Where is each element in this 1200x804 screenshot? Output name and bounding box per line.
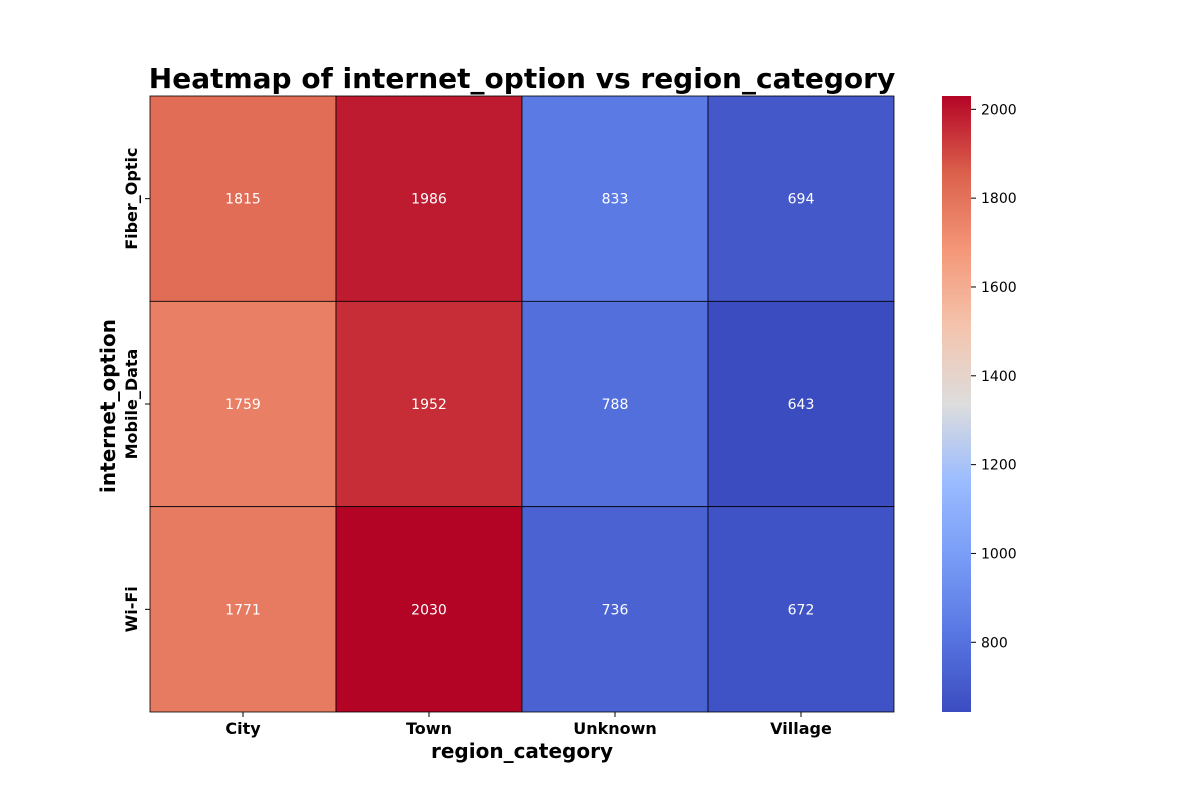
colorbar-tick-label: 2000: [981, 102, 1017, 118]
cell-value-label: 1952: [411, 397, 447, 413]
cell-value-label: 736: [602, 602, 629, 618]
heatmap-cell: [335, 95, 523, 302]
heatmap-cell: [707, 300, 895, 508]
x-tick-label: City: [225, 719, 261, 738]
colorbar-tick-label: 1000: [981, 546, 1017, 562]
colorbar-tick-label: 1800: [981, 191, 1017, 207]
colorbar-tick-label: 1200: [981, 458, 1017, 474]
chart-title: Heatmap of internet_option vs region_cat…: [149, 62, 895, 95]
colorbar-tick-label: 1600: [981, 280, 1017, 296]
colorbar-tick-label: 800: [981, 635, 1008, 651]
cell-value-label: 1771: [225, 602, 261, 618]
colorbar-tick-label: 1400: [981, 369, 1017, 385]
x-axis-label: region_category: [431, 739, 613, 763]
cell-value-label: 694: [788, 192, 815, 208]
heatmap-cell: [521, 95, 709, 302]
cell-value-label: 833: [602, 192, 629, 208]
heatmap-cells: [149, 95, 895, 713]
cell-value-label: 1986: [411, 192, 447, 208]
x-tick-labels: City Town Unknown Village: [225, 712, 832, 738]
y-tick-label: Mobile_Data: [122, 349, 141, 460]
y-tick-labels: Fiber_Optic Mobile_Data Wi-Fi: [122, 148, 150, 632]
cell-value-label: 1815: [225, 192, 261, 208]
cell-value-label: 1759: [225, 397, 261, 413]
y-tick-label: Fiber_Optic: [122, 148, 141, 250]
heatmap-cell: [335, 300, 523, 508]
heatmap-cell: [335, 506, 523, 713]
y-tick-label: Wi-Fi: [122, 586, 141, 632]
heatmap-cell: [149, 300, 337, 508]
cell-value-label: 672: [788, 602, 815, 618]
y-axis-label: internet_option: [96, 319, 120, 493]
heatmap-cell: [149, 95, 337, 302]
cell-value-label: 788: [602, 397, 629, 413]
x-tick-label: Village: [770, 719, 832, 738]
cell-value-label: 2030: [411, 602, 447, 618]
colorbar-gradient: [942, 96, 971, 712]
heatmap-cell: [707, 95, 895, 302]
heatmap-cell: [707, 506, 895, 713]
cell-value-label: 643: [788, 397, 815, 413]
x-tick-label: Unknown: [573, 719, 657, 738]
x-tick-label: Town: [406, 719, 452, 738]
colorbar: 800 1000 1200 1400 1600 1800 2000: [942, 96, 1017, 712]
heatmap-cell-labels: 1815 1986 833 694 1759 1952 788 643 1771 2030 736 6…: [225, 192, 814, 619]
heatmap-cell: [521, 300, 709, 508]
